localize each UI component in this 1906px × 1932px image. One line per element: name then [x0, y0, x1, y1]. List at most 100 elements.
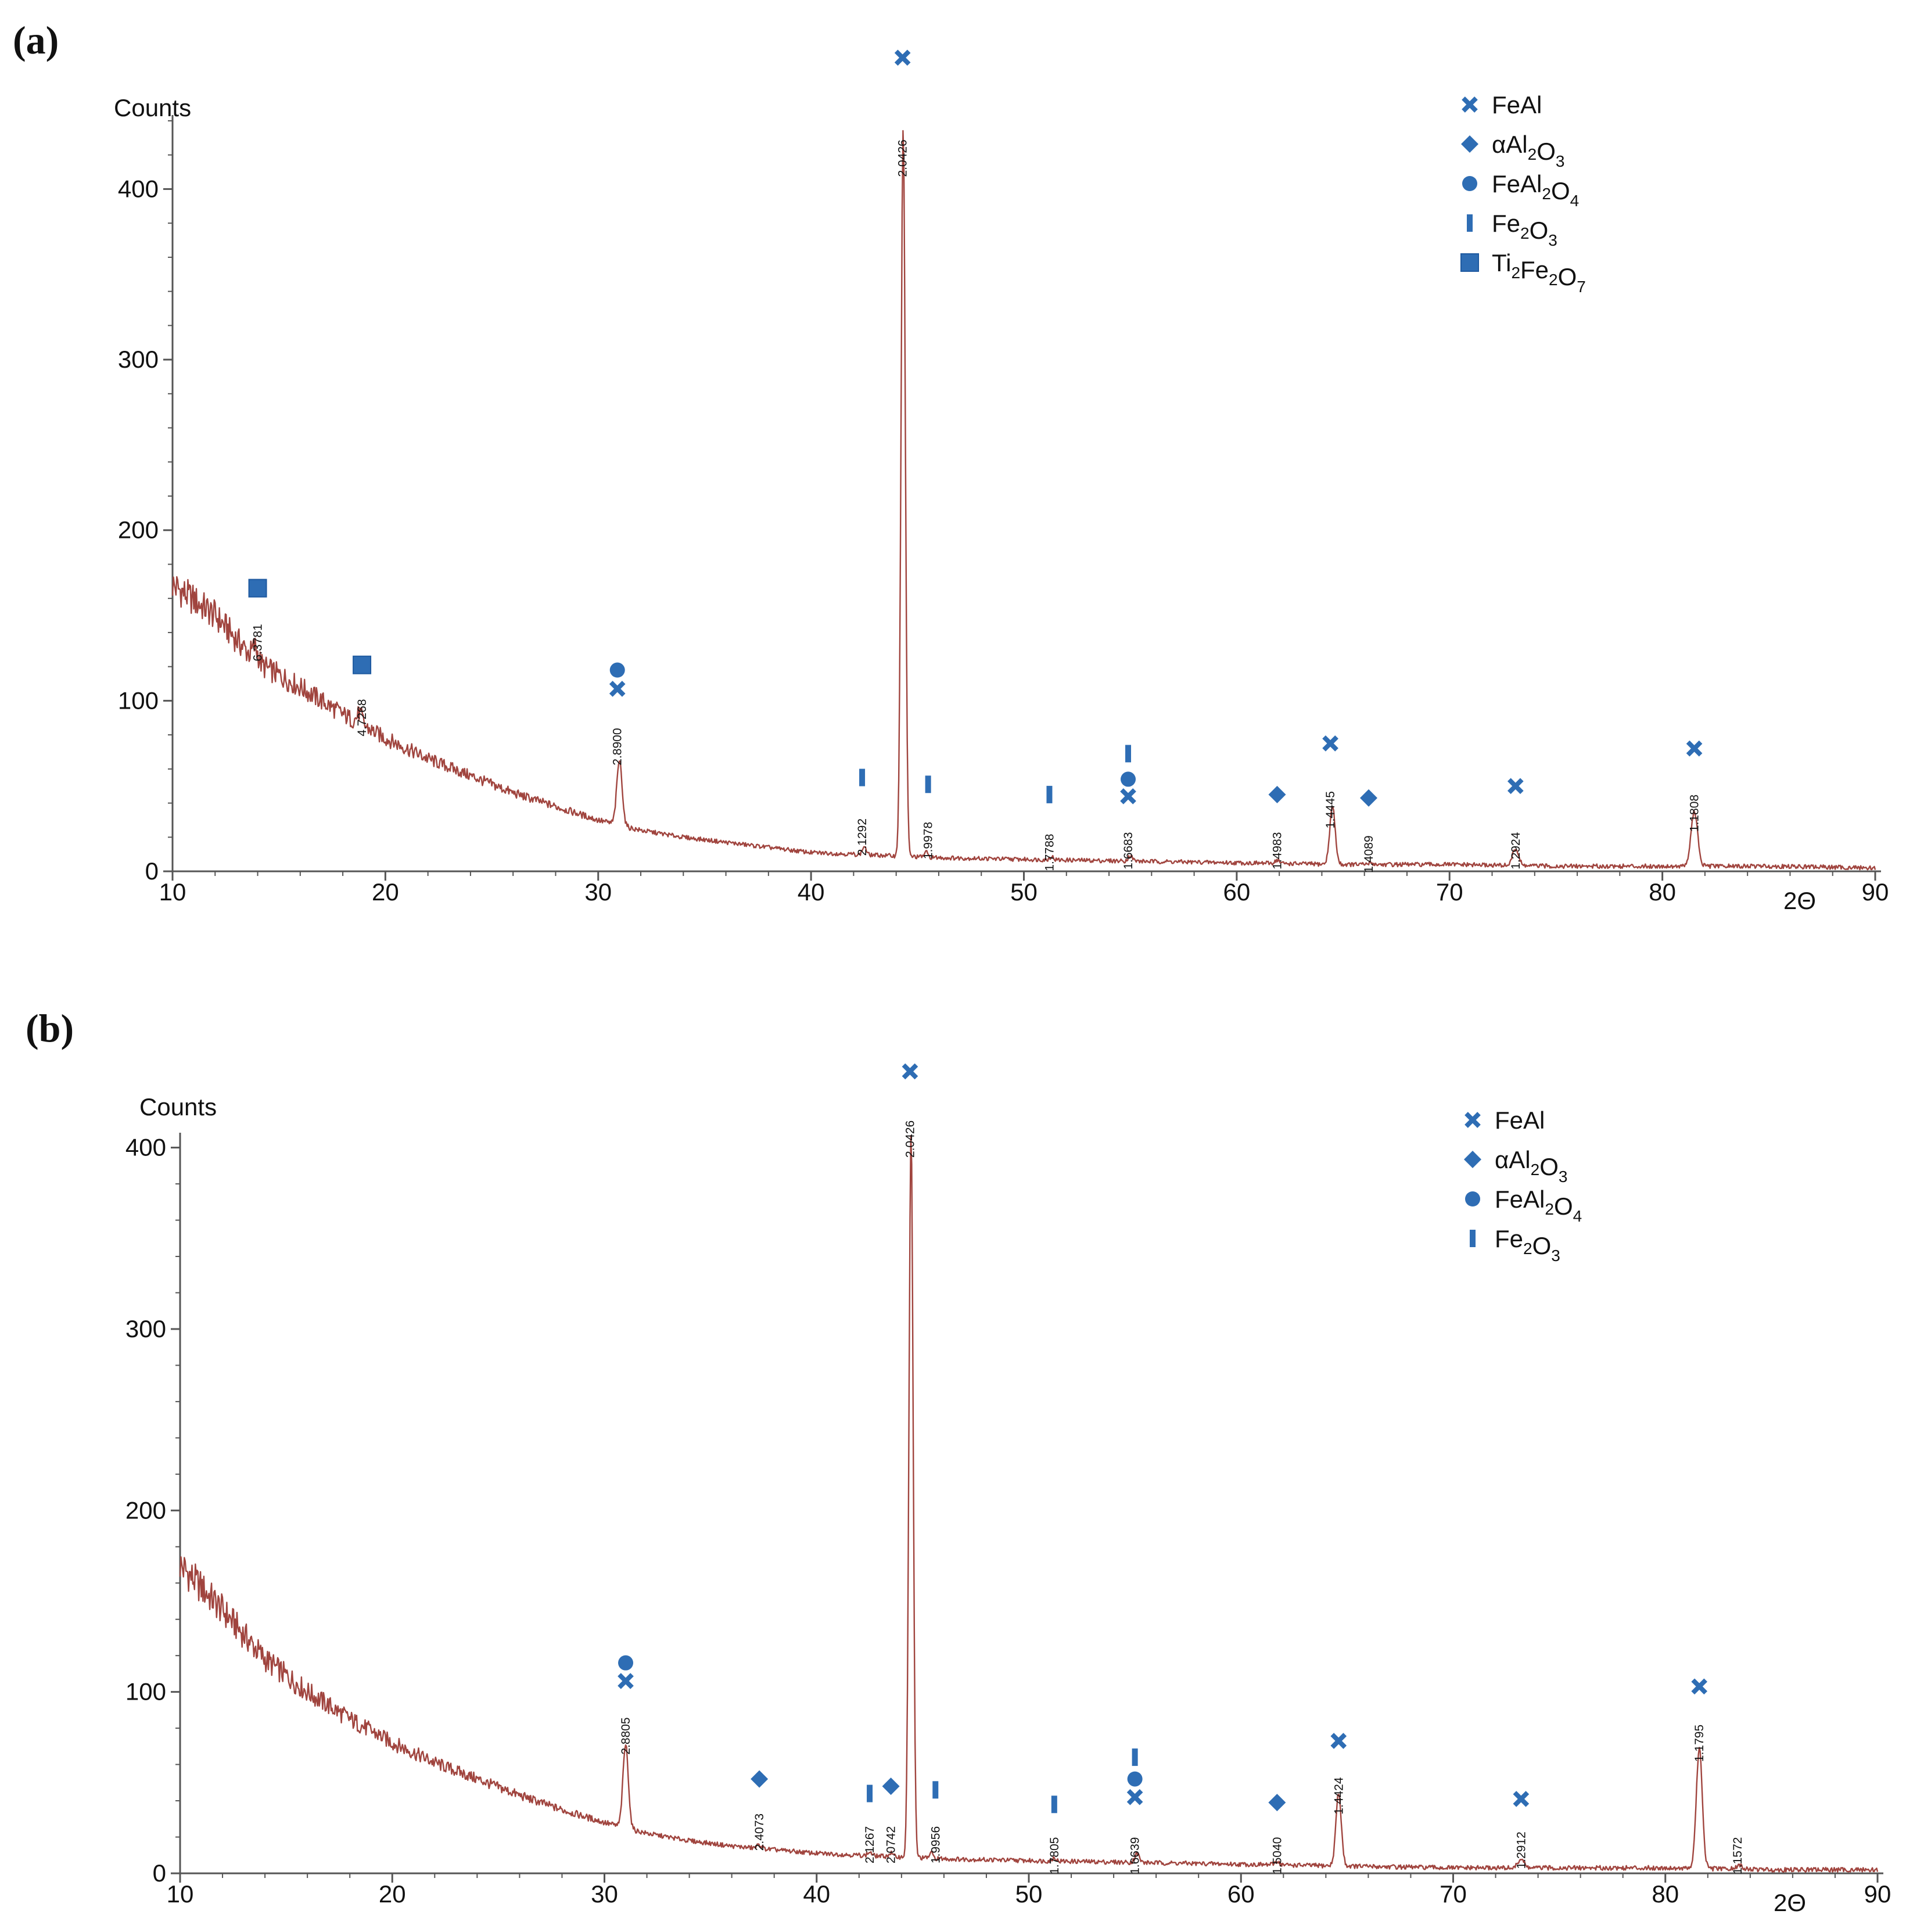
phase-marker-cross: [1126, 1789, 1143, 1805]
y-tick-label: 100: [125, 1678, 166, 1705]
x-axis-title: 2Θ: [1774, 1889, 1806, 1916]
panel-label: (a): [13, 18, 59, 62]
phase-marker-bar: [859, 769, 866, 787]
legend-marker-cross: [1462, 96, 1478, 113]
phase-marker-circle: [618, 1655, 634, 1671]
d-spacing-label: 1.5040: [1270, 1837, 1284, 1874]
legend-label: Ti2Fe2O7: [1492, 249, 1586, 296]
d-spacing-label: 1.2924: [1509, 832, 1523, 870]
d-spacing-label: 1.2912: [1514, 1832, 1528, 1869]
legend-marker-circle: [1465, 1191, 1480, 1206]
legend-label: FeAl2O4: [1495, 1186, 1582, 1225]
d-spacing-label: 1.1795: [1693, 1725, 1706, 1762]
d-spacing-label: 2.0426: [903, 1121, 917, 1158]
legend-marker-circle: [1462, 176, 1477, 191]
x-tick-label: 50: [1010, 878, 1038, 906]
x-tick-label: 60: [1227, 1880, 1255, 1908]
legend-marker-diamond: [1464, 1151, 1481, 1168]
phase-marker-square: [353, 655, 372, 674]
phase-marker-cross: [902, 1063, 918, 1080]
legend-label: Fe2O3: [1495, 1225, 1560, 1265]
y-tick-label: 200: [125, 1496, 166, 1524]
y-tick-label: 200: [118, 516, 159, 544]
d-spacing-label: 1.9978: [922, 822, 935, 859]
d-spacing-label: 2.8805: [619, 1717, 633, 1754]
phase-marker-cross: [618, 1673, 634, 1689]
phase-marker-bar: [1051, 1795, 1057, 1814]
d-spacing-label: 1.4445: [1324, 791, 1337, 828]
x-tick-label: 60: [1223, 878, 1251, 906]
y-tick-label: 100: [118, 687, 159, 714]
xrd-pattern-line: [171, 130, 1876, 871]
y-axis-title: Counts: [114, 94, 191, 121]
x-tick-label: 70: [1436, 878, 1463, 906]
y-tick-label: 300: [118, 346, 159, 373]
d-spacing-label: 1.1572: [1731, 1837, 1745, 1874]
legend-marker-diamond: [1461, 135, 1478, 153]
legend-label: Fe2O3: [1492, 210, 1557, 249]
phase-marker-cross: [1322, 735, 1338, 752]
x-axis-title: 2Θ: [1783, 887, 1816, 914]
x-tick-label: 30: [584, 878, 612, 906]
y-tick-label: 0: [153, 1859, 166, 1887]
legend-marker-square: [1460, 253, 1479, 272]
x-tick-label: 10: [167, 1880, 194, 1908]
phase-marker-diamond: [882, 1777, 900, 1795]
y-tick-label: 300: [125, 1315, 166, 1342]
d-spacing-label: 1.6683: [1122, 832, 1135, 869]
d-spacing-label: 1.7788: [1043, 834, 1056, 871]
phase-marker-square: [248, 579, 267, 598]
phase-marker-bar: [1046, 785, 1053, 803]
panel-label: (b): [26, 1006, 74, 1050]
phase-marker-bar: [925, 775, 931, 793]
xrd-pattern-line: [179, 1134, 1879, 1873]
phase-marker-diamond: [1268, 1794, 1286, 1812]
chart-panel-a: (a) Counts 0 100 200 300 400 10 20 30 40 50 60 70 80 90…: [13, 18, 1889, 914]
x-tick-label: 40: [803, 1880, 830, 1908]
x-tick-label: 70: [1440, 1880, 1467, 1908]
phase-marker-bar: [867, 1784, 873, 1802]
phase-marker-bar: [932, 1781, 939, 1799]
phase-marker-bar: [1132, 1748, 1138, 1766]
phase-marker-circle: [1121, 771, 1136, 787]
x-tick-label: 50: [1015, 1880, 1043, 1908]
y-axis-title: Counts: [139, 1093, 217, 1121]
d-spacing-label: 1.4424: [1332, 1777, 1345, 1815]
x-tick-label: 90: [1862, 878, 1889, 906]
legend-label: FeAl2O4: [1492, 170, 1579, 210]
phase-marker-cross: [1513, 1791, 1530, 1807]
phase-marker-circle: [609, 662, 625, 678]
d-spacing-label: 1.6639: [1129, 1837, 1142, 1874]
d-spacing-label: 4.7268: [356, 699, 369, 736]
legend-label: FeAl: [1492, 91, 1542, 118]
d-spacing-label: 1.4089: [1362, 835, 1376, 872]
y-tick-label: 400: [125, 1134, 166, 1161]
phase-marker-cross: [1686, 740, 1703, 757]
d-spacing-label: 2.1292: [856, 818, 869, 856]
legend-label: αAl2O3: [1492, 131, 1564, 170]
phase-marker-cross: [1691, 1678, 1708, 1695]
phase-marker-bar: [1125, 745, 1132, 763]
x-tick-label: 80: [1652, 1880, 1679, 1908]
d-spacing-label: 1.7805: [1048, 1837, 1061, 1874]
legend-label: αAl2O3: [1495, 1146, 1567, 1186]
x-tick-label: 10: [159, 878, 186, 906]
x-tick-label: 30: [591, 1880, 618, 1908]
chart-panel-b: (b) Counts 0 100 200 300 400 10 20 30 40 50 60 70 80 90…: [26, 1006, 1891, 1916]
phase-marker-cross: [1120, 788, 1136, 805]
legend-marker-bar: [1470, 1230, 1476, 1247]
phase-marker-cross: [894, 49, 911, 66]
phase-marker-cross: [609, 680, 626, 697]
phase-marker-diamond: [1268, 785, 1286, 803]
x-tick-label: 20: [372, 878, 399, 906]
legend-marker-bar: [1467, 214, 1473, 232]
d-spacing-label: 2.0742: [885, 1826, 898, 1863]
d-spacing-label: 2.8900: [611, 728, 624, 765]
x-tick-label: 20: [379, 1880, 406, 1908]
d-spacing-label: 2.1267: [863, 1826, 877, 1863]
d-spacing-label: 1.4983: [1270, 832, 1284, 869]
